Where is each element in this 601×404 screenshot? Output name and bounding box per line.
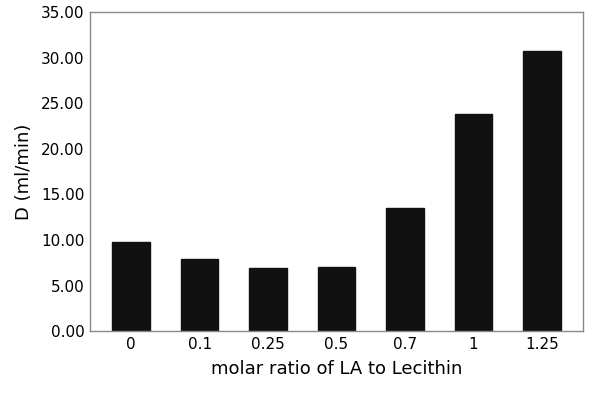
Y-axis label: D (ml/min): D (ml/min)	[15, 124, 33, 220]
X-axis label: molar ratio of LA to Lecithin: molar ratio of LA to Lecithin	[211, 360, 462, 378]
Bar	[386, 208, 424, 331]
Bar	[454, 114, 492, 331]
Bar	[249, 268, 287, 331]
Bar	[318, 267, 355, 331]
Bar	[112, 242, 150, 331]
Bar	[181, 259, 219, 331]
Bar	[523, 51, 561, 331]
